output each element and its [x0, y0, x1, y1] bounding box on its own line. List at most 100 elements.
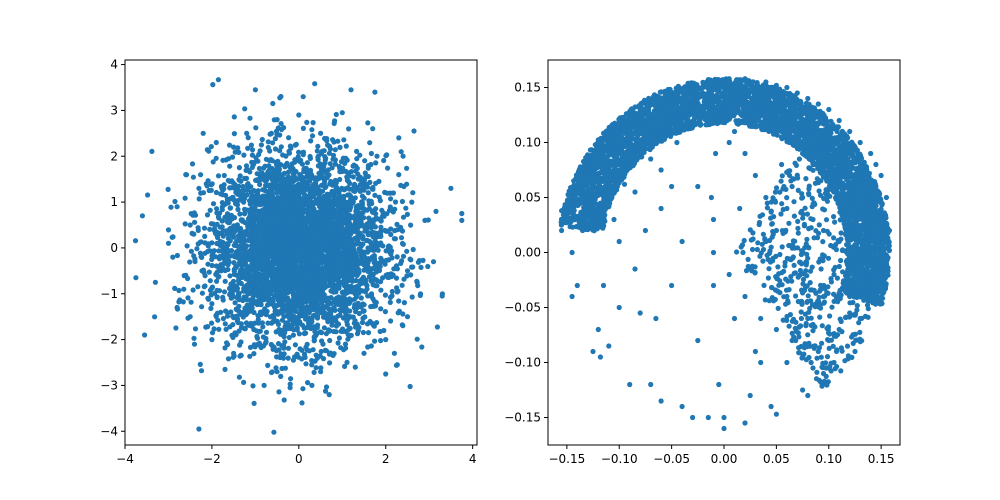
cloud-point-left: [253, 288, 259, 294]
cloud-point-left: [266, 174, 272, 180]
cloud-point-left: [236, 303, 242, 309]
cloud-point-left: [260, 196, 266, 202]
cloud-point-left: [188, 248, 194, 254]
cloud-point-left: [249, 216, 255, 222]
scatter-point-left: [409, 199, 415, 205]
cloud-point-left: [282, 164, 288, 170]
cloud-point-left: [331, 221, 337, 227]
cloud-point-left: [200, 190, 207, 196]
cloud-point-left: [231, 197, 237, 203]
cloud-point-left: [374, 320, 380, 326]
scatter-point-left: [318, 369, 324, 375]
cloud-point-left: [283, 153, 289, 159]
cloud-point-left: [385, 165, 391, 171]
cloud-point-left: [271, 429, 277, 435]
cloud-point-left: [313, 352, 319, 358]
cloud-point-left: [394, 254, 400, 260]
cloud-point-left: [278, 121, 284, 127]
cloud-point-left: [311, 369, 317, 375]
cloud-point-left: [276, 389, 282, 395]
cloud-point-left: [360, 241, 366, 247]
cloud-point-left: [325, 276, 331, 282]
cloud-point-left: [281, 208, 287, 214]
cloud-point-left: [342, 278, 348, 284]
cloud-point-left: [308, 305, 314, 311]
cloud-point-left: [253, 177, 259, 183]
cloud-point-left: [294, 327, 300, 333]
cloud-point-left: [388, 231, 394, 238]
cloud-point-left: [341, 193, 347, 199]
cloud-point-left: [276, 326, 282, 333]
cloud-point-left: [219, 224, 225, 230]
cloud-point-left: [378, 224, 384, 230]
cloud-point-left: [248, 184, 254, 190]
cloud-point-left: [314, 307, 320, 314]
cloud-point-left: [378, 233, 384, 239]
cloud-point-left: [229, 233, 235, 239]
cloud-point-left: [228, 284, 234, 290]
scatter-point-left: [372, 89, 378, 95]
cloud-point-left: [152, 314, 158, 320]
cloud-point-left: [336, 234, 342, 240]
cloud-point-left: [323, 213, 330, 219]
cloud-point-left: [240, 297, 246, 304]
cloud-point-left: [273, 251, 279, 258]
cloud-point-left: [191, 210, 197, 216]
cloud-point-left: [296, 298, 302, 304]
cloud-point-left: [231, 131, 237, 137]
cloud-point-left: [174, 252, 180, 259]
cloud-point-left: [329, 188, 335, 194]
cloud-point-left: [185, 295, 191, 301]
cloud-point-left: [362, 158, 368, 164]
cloud-point-left: [321, 227, 327, 233]
cloud-point-left: [301, 279, 307, 285]
cloud-point-left: [280, 297, 286, 303]
cloud-point-left: [210, 201, 217, 207]
cloud-point-left: [354, 156, 360, 162]
cloud-point-left: [407, 383, 413, 390]
cloud-point-left: [290, 193, 296, 199]
cloud-point-left: [182, 221, 188, 227]
cloud-point-left: [325, 207, 331, 213]
cloud-point-left: [247, 307, 254, 313]
cloud-point-left: [287, 143, 293, 149]
scatter-point-left: [370, 126, 376, 132]
cloud-point-left: [365, 260, 371, 266]
cloud-point-left: [377, 279, 384, 285]
cloud-point-left: [306, 320, 312, 326]
scatter-point-left: [183, 172, 189, 178]
cloud-point-left: [328, 308, 334, 315]
cloud-point-left: [333, 289, 339, 295]
cloud-point-left: [320, 341, 326, 347]
cloud-point-left: [277, 239, 283, 245]
cloud-point-left: [273, 240, 279, 246]
cloud-point-left: [257, 177, 263, 183]
cloud-point-left: [219, 218, 225, 224]
cloud-point-left: [209, 301, 215, 307]
cloud-point-left: [288, 237, 295, 243]
cloud-point-left: [168, 204, 174, 210]
cloud-point-left: [354, 165, 360, 171]
cloud-point-left: [269, 191, 275, 197]
scatter-point-left: [174, 204, 180, 210]
cloud-point-left: [229, 154, 236, 160]
cloud-point-left: [334, 273, 341, 279]
cloud-point-left: [281, 345, 287, 351]
scatter-point-left: [459, 210, 465, 217]
cloud-point-left: [360, 308, 366, 314]
cloud-point-left: [279, 317, 285, 323]
cloud-point-left: [352, 188, 358, 194]
cloud-point-left: [250, 292, 256, 298]
cloud-point-left: [394, 221, 400, 227]
cloud-point-left: [225, 177, 231, 184]
cloud-point-left: [345, 250, 351, 256]
scatter-point-left: [215, 77, 221, 83]
scatter-point-left: [213, 139, 219, 146]
cloud-point-left: [318, 280, 324, 286]
cloud-point-left: [271, 303, 277, 309]
cloud-point-left: [355, 176, 361, 182]
cloud-point-left: [231, 114, 237, 120]
cloud-point-left: [217, 210, 223, 216]
cloud-point-left: [399, 258, 405, 264]
cloud-point-left: [295, 276, 301, 282]
